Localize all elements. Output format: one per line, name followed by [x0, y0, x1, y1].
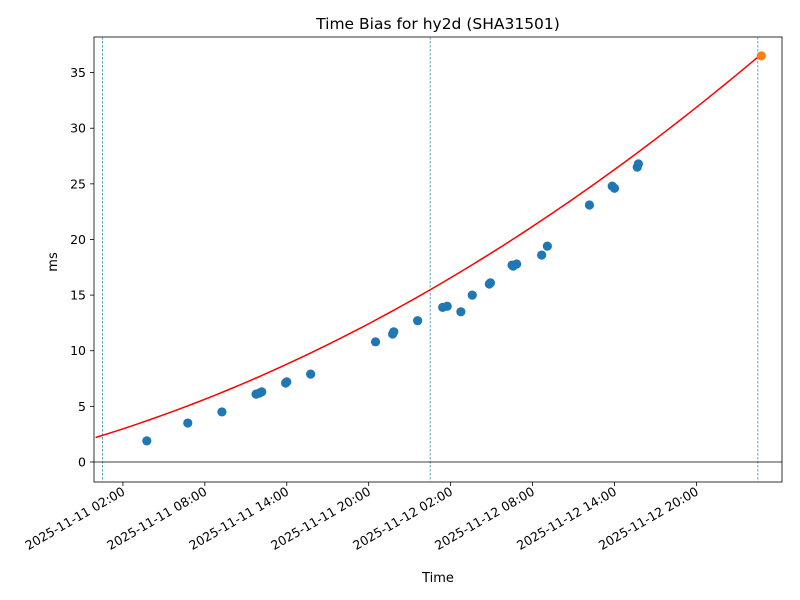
data-point: [456, 307, 466, 317]
y-axis: 0 5 10 15 20 25 30 35: [70, 65, 94, 469]
chart-title: Time Bias for hy2d (SHA31501): [315, 15, 560, 33]
fit-curve: [95, 56, 759, 439]
axes-frame: [93, 36, 783, 483]
data-point: [485, 278, 496, 288]
y-tick-label: 35: [70, 65, 86, 80]
data-point: [609, 183, 620, 193]
y-tick-label: 20: [70, 232, 86, 247]
y-tick-label: 15: [70, 288, 86, 303]
data-point: [512, 259, 522, 269]
data-point: [257, 387, 267, 397]
data-point: [217, 407, 227, 417]
data-point: [282, 377, 292, 387]
x-axis-label: Time: [421, 571, 454, 586]
vertical-markers: [102, 37, 759, 482]
y-tick-label: 10: [70, 343, 86, 358]
data-point: [183, 418, 193, 428]
data-point: [542, 241, 552, 251]
y-tick-label: 30: [70, 121, 86, 136]
plot-area: [93, 36, 783, 483]
y-tick-label: 0: [78, 454, 86, 469]
data-point: [389, 327, 399, 337]
data-point: [306, 369, 316, 379]
data-point: [633, 159, 643, 169]
y-tick-label: 5: [78, 399, 86, 414]
data-point: [413, 316, 423, 326]
prediction-point: [756, 51, 766, 61]
data-points: [142, 159, 643, 446]
y-axis-label: ms: [46, 252, 61, 272]
data-point: [142, 436, 152, 446]
prediction-points: [756, 51, 766, 61]
data-point: [442, 301, 452, 311]
data-point: [584, 200, 595, 210]
data-point: [370, 337, 381, 347]
y-tick-label: 25: [70, 176, 86, 191]
data-point: [537, 250, 547, 260]
data-point: [467, 290, 477, 300]
